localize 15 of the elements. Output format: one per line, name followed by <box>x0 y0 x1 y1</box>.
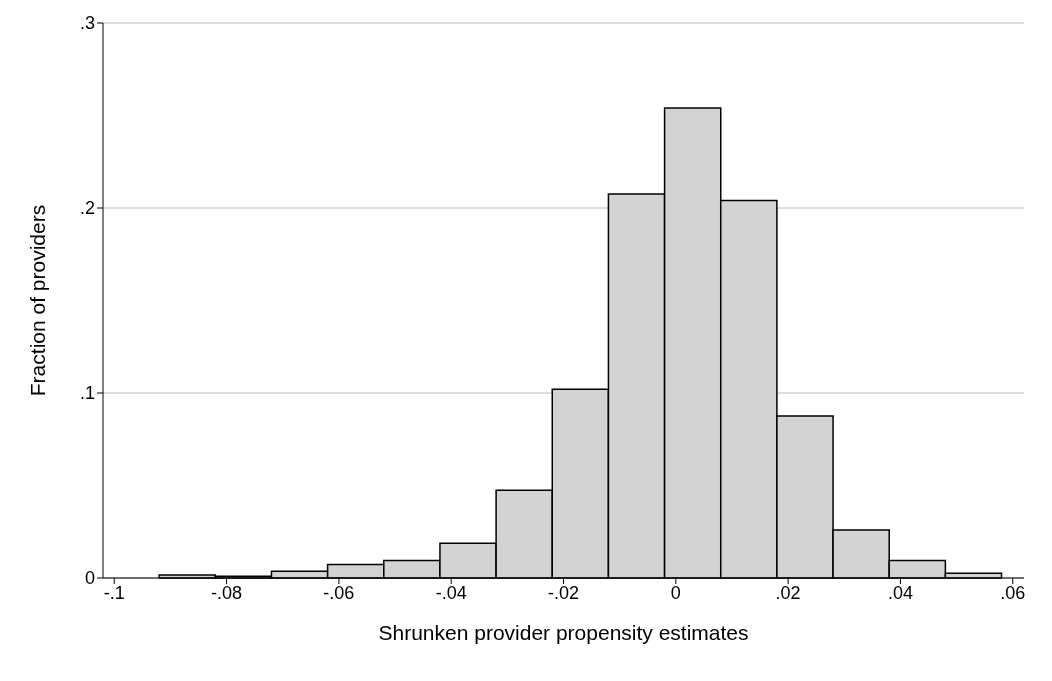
y-axis-title: Fraction of providers <box>26 204 50 397</box>
x-tick-label: .04 <box>887 582 913 603</box>
y-tick-label: 0 <box>84 568 95 589</box>
x-tick-label: -.06 <box>323 582 355 603</box>
x-tick-label: .06 <box>1000 582 1026 603</box>
y-tick-label: .2 <box>79 198 95 219</box>
x-tick-label: -.04 <box>435 582 467 603</box>
x-tick-label: 0 <box>670 582 681 603</box>
x-axis-title: Shrunken provider propensity estimates <box>378 621 749 644</box>
x-tick-label: .02 <box>775 582 801 603</box>
y-tick-label: .3 <box>79 13 95 34</box>
x-tick-label: -.08 <box>211 582 243 603</box>
x-tick-label: -.1 <box>103 582 125 603</box>
y-tick-label: .1 <box>79 383 95 404</box>
x-tick-label: -.02 <box>547 582 580 603</box>
